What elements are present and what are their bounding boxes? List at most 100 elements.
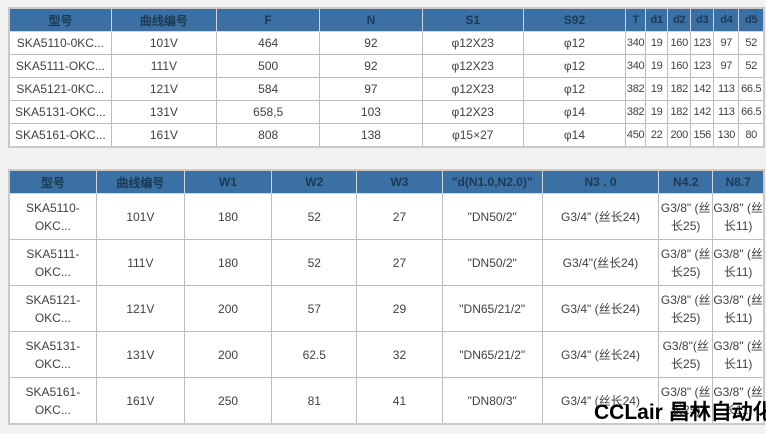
table-cell: "DN50/2" <box>441 239 543 286</box>
table-cell: 156 <box>690 123 715 148</box>
table-cell: φ14 <box>522 123 627 148</box>
table-cell: G3/8" (丝长11) <box>712 193 765 240</box>
table-cell: 52 <box>738 31 765 55</box>
column-header: 曲线编号 <box>95 169 185 194</box>
table-cell: 66.5 <box>738 100 765 124</box>
table-cell: 340 <box>625 31 647 55</box>
table-cell: 101V <box>110 31 218 55</box>
table-cell: "DN65/21/2" <box>441 331 543 378</box>
table-cell: SKA5131-OKC... <box>8 331 97 378</box>
table-cell: G3/4"(丝长24) <box>541 239 660 286</box>
table-cell: G3/4" (丝长24) <box>541 285 660 332</box>
table-cell: 180 <box>183 193 273 240</box>
table-cell: 123 <box>690 31 715 55</box>
table-row: SKA5110-OKC... 101V 180 52 27 "DN50/2" G3/4" (… <box>8 193 765 240</box>
table-cell: 123 <box>690 54 715 78</box>
table-cell: 450 <box>625 123 647 148</box>
table-cell: 131V <box>95 331 185 378</box>
table-cell: G3/8" (丝长11) <box>712 377 765 425</box>
table-cell: SKA5131-OKC... <box>8 100 112 124</box>
table-cell: SKA5121-OKC... <box>8 285 97 332</box>
table-cell: 97 <box>713 31 740 55</box>
table-cell: 19 <box>645 100 669 124</box>
table-cell: 142 <box>690 100 715 124</box>
column-header: d1 <box>645 7 669 32</box>
table-row: SKA5131-OKC... 131V 200 62.5 32 "DN65/21/2" G3… <box>8 331 765 378</box>
table-cell: 382 <box>625 100 647 124</box>
column-header: N4.2 <box>658 169 714 194</box>
column-header: F <box>216 7 321 32</box>
table-cell: 66.5 <box>738 77 765 101</box>
table-row: SKA5131-OKC... 131V 658,5 103 φ12X23 φ14 382 19… <box>8 100 765 124</box>
table-cell: 97 <box>319 77 423 101</box>
table-cell: 52 <box>271 239 358 286</box>
column-header: S92 <box>522 7 627 32</box>
table-cell: SKA5111-OKC... <box>8 54 112 78</box>
table-cell: G3/8" (丝长11) <box>712 285 765 332</box>
table-cell: 32 <box>356 331 443 378</box>
table-cell: 80 <box>738 123 765 148</box>
watermark: CCLair 昌林自动化 <box>594 401 766 424</box>
table-cell: 19 <box>645 54 669 78</box>
table-cell: 182 <box>667 77 692 101</box>
table-cell: 500 <box>216 54 321 78</box>
column-header: 型号 <box>8 7 112 32</box>
table-cell: 52 <box>738 54 765 78</box>
table-cell: 160 <box>667 54 692 78</box>
table-cell: "DN50/2" <box>441 193 543 240</box>
connection-sizes-table-body: SKA5110-OKC... 101V 180 52 27 "DN50/2" G3/4" (… <box>8 193 765 425</box>
connection-sizes-table: 型号 曲线编号 W1 W2 W3 "d(N1.0,N2.0)" N3 . 0 N4.2 N8.7… <box>8 169 765 425</box>
table-cell: G3/8" (丝长25) <box>658 193 714 240</box>
table-row: SKA5110-0KC... 101V 464 92 φ12X23 φ12 340 19 160… <box>8 31 765 55</box>
table-cell: φ12X23 <box>421 100 524 124</box>
column-header: d3 <box>690 7 715 32</box>
table-cell: 111V <box>110 54 218 78</box>
table-row: SKA5121-0KC... 121V 584 97 φ12X23 φ12 382 19 182… <box>8 77 765 101</box>
table-cell: SKA5161-OKC... <box>8 123 112 148</box>
table-cell: 161V <box>110 123 218 148</box>
table-cell: "DN65/21/2" <box>441 285 543 332</box>
column-header: W2 <box>271 169 358 194</box>
table-cell: 29 <box>356 285 443 332</box>
table-cell: G3/8" (丝长25) <box>658 285 714 332</box>
table-cell: φ12 <box>522 54 627 78</box>
table-cell: G3/8" (丝长11) <box>712 331 765 378</box>
column-header: N <box>319 7 423 32</box>
table-cell: 121V <box>110 77 218 101</box>
table-cell: "DN80/3" <box>441 377 543 425</box>
table-row: SKA5111-OKC... 111V 180 52 27 "DN50/2" G3/4"(丝… <box>8 239 765 286</box>
table-row: SKA5161-OKC... 161V 808 138 φ15×27 φ14 450 22 20… <box>8 123 765 148</box>
table-cell: G3/8" (丝长11) <box>712 239 765 286</box>
table-cell: 52 <box>271 193 358 240</box>
table-cell: 584 <box>216 77 321 101</box>
table-cell: 22 <box>645 123 669 148</box>
table-cell: G3/4" (丝长24) <box>541 377 660 425</box>
table-cell: 27 <box>356 193 443 240</box>
column-header: T <box>625 7 647 32</box>
table-cell: 81 <box>271 377 358 425</box>
table-cell: 464 <box>216 31 321 55</box>
table-cell: 142 <box>690 77 715 101</box>
table-cell: 19 <box>645 31 669 55</box>
column-header: W1 <box>183 169 273 194</box>
table-cell: 27 <box>356 239 443 286</box>
column-header: W3 <box>356 169 443 194</box>
connection-sizes-table-header: 型号 曲线编号 W1 W2 W3 "d(N1.0,N2.0)" N3 . 0 N4.2 N8.7 <box>8 169 765 194</box>
table-cell: φ12X23 <box>421 77 524 101</box>
table-cell: 113 <box>713 77 740 101</box>
table-cell: SKA5121-0KC... <box>8 77 112 101</box>
table-cell: φ12 <box>522 77 627 101</box>
header-row: 型号 曲线编号 W1 W2 W3 "d(N1.0,N2.0)" N3 . 0 N4.2 N8.7 <box>8 169 765 194</box>
table-cell: 101V <box>95 193 185 240</box>
table-cell: 200 <box>667 123 692 148</box>
table-cell: 92 <box>319 54 423 78</box>
table-cell: 57 <box>271 285 358 332</box>
column-header: d2 <box>667 7 692 32</box>
column-header: S1 <box>421 7 524 32</box>
table-row: SKA5121-OKC... 121V 200 57 29 "DN65/21/2" G3/4… <box>8 285 765 332</box>
column-header: N8.7 <box>712 169 765 194</box>
column-header: 型号 <box>8 169 97 194</box>
table-cell: SKA5161-OKC... <box>8 377 97 425</box>
column-header: d5 <box>738 7 765 32</box>
